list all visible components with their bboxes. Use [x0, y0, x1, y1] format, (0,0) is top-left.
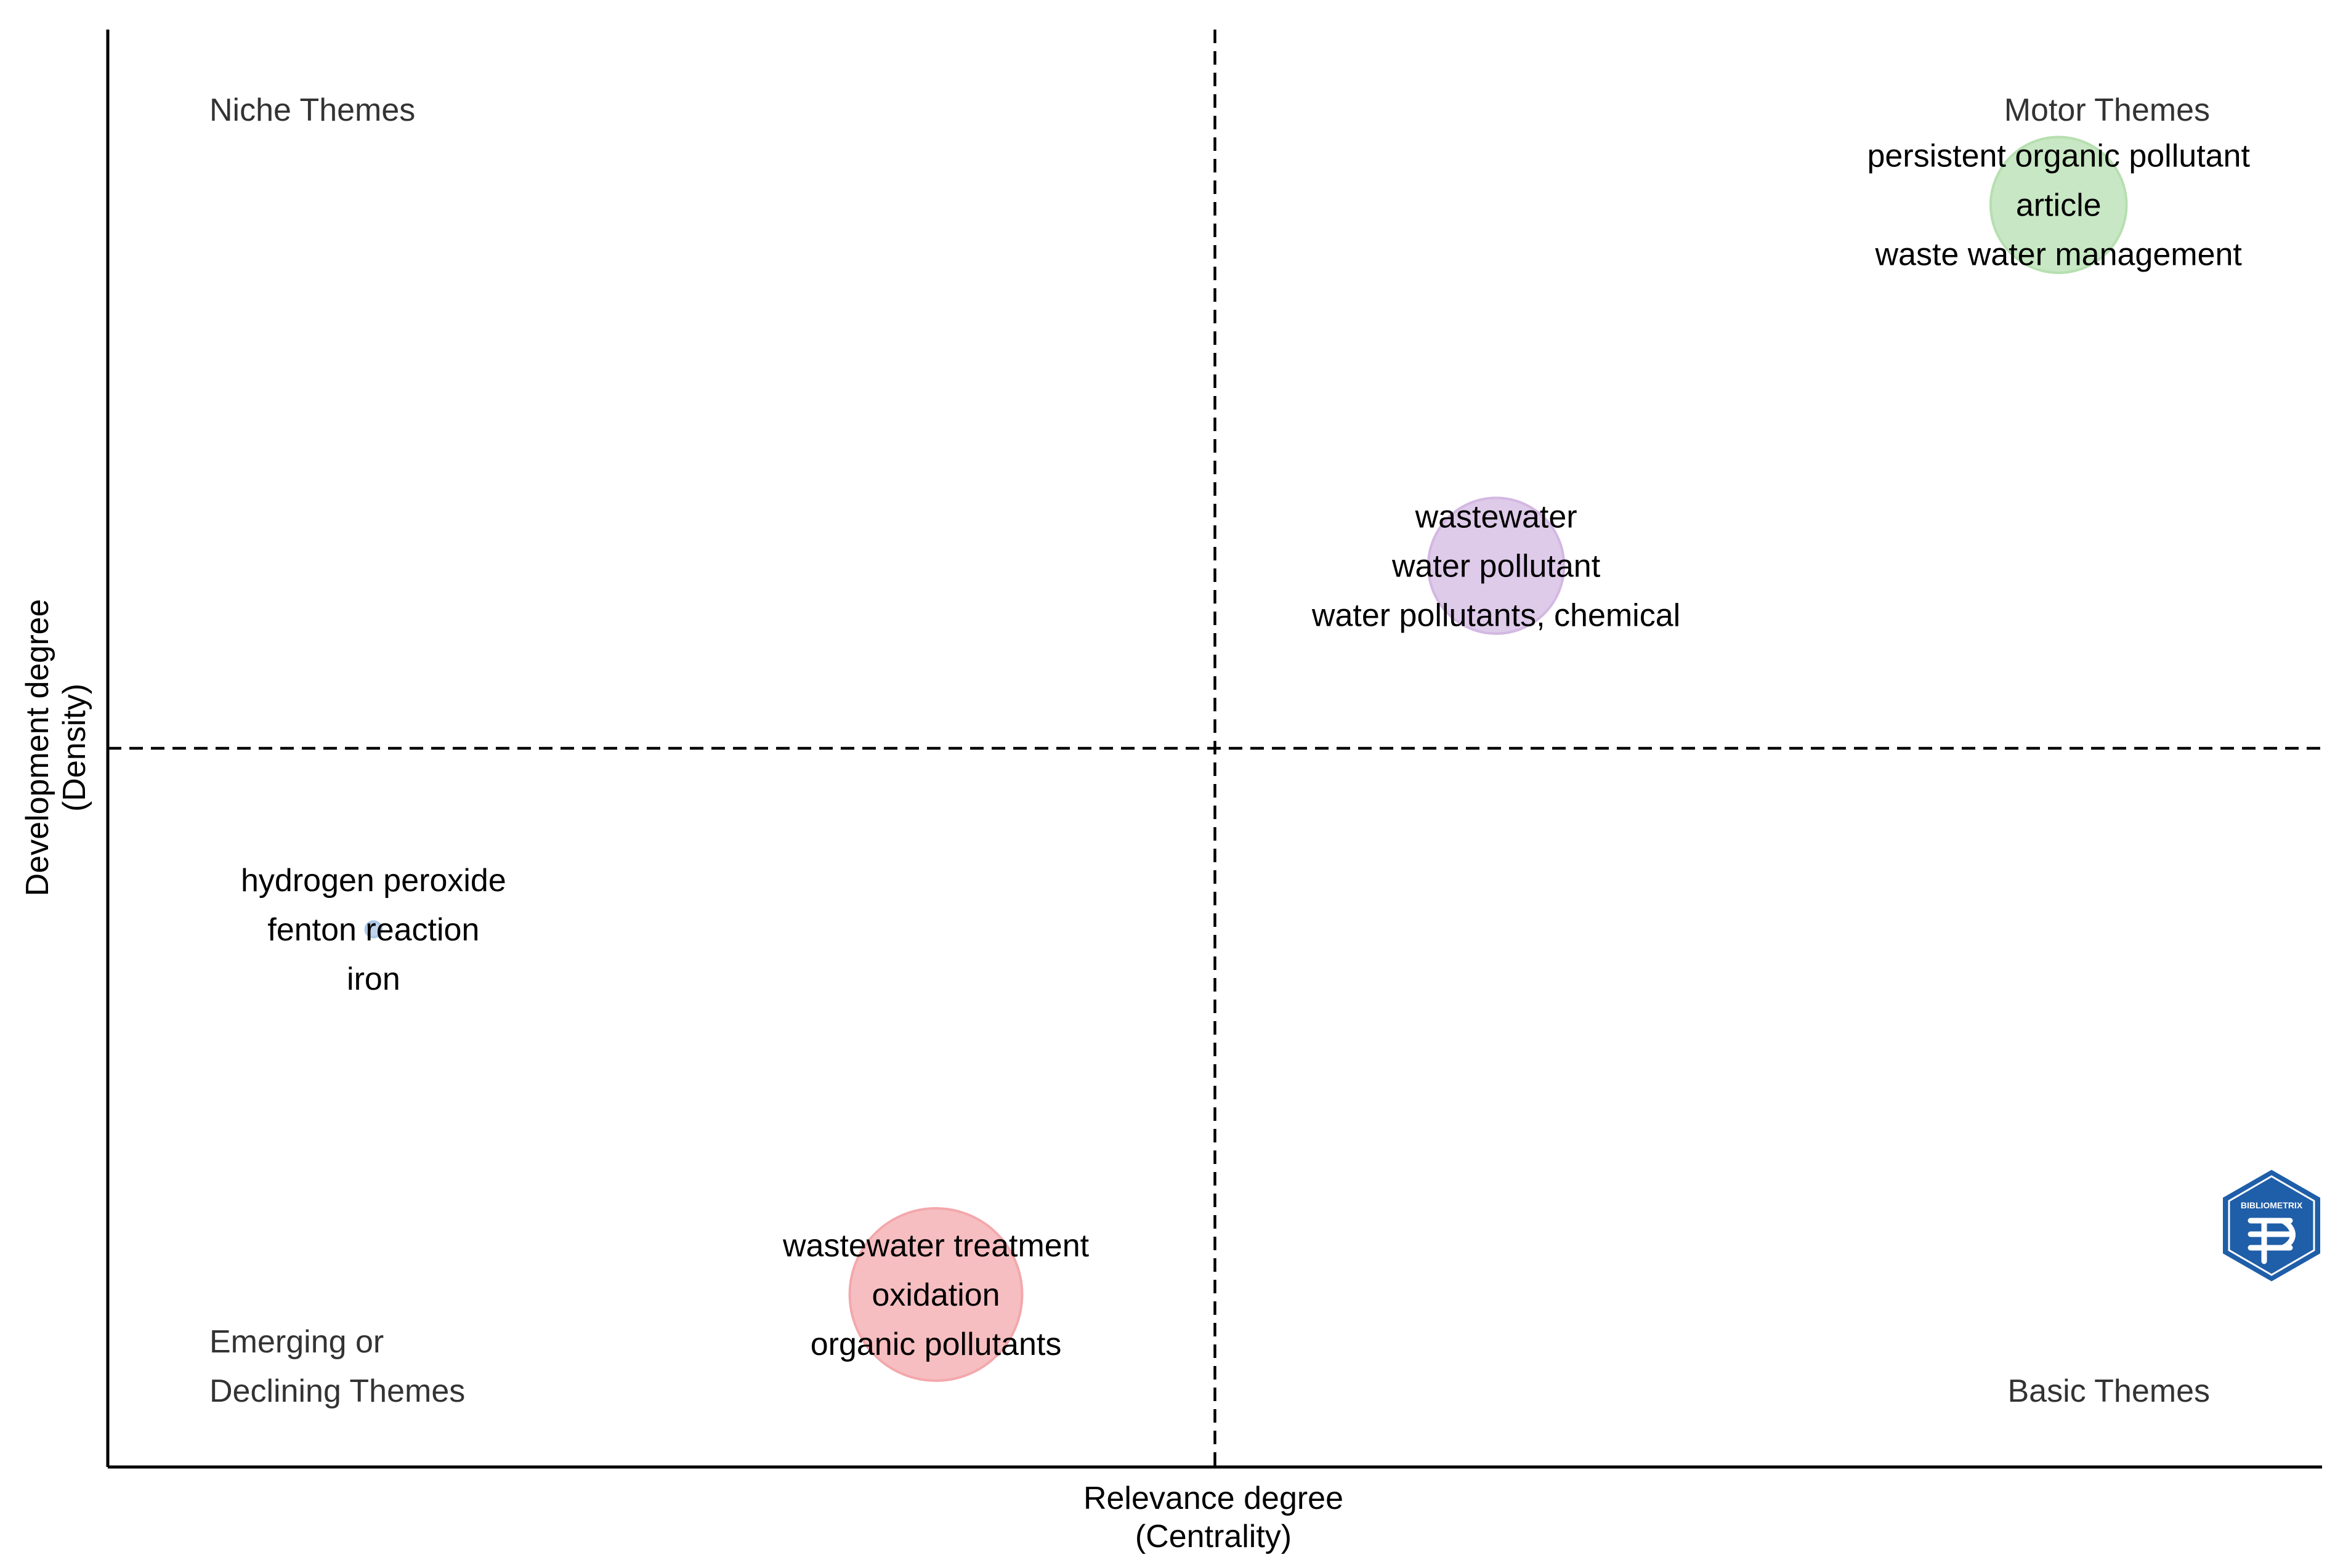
cluster-4-label-2: oxidation: [872, 1277, 1000, 1313]
cluster-bubble-4: [848, 1206, 1024, 1382]
x-axis-title-line-2: (Centrality): [1135, 1519, 1292, 1554]
y-axis-title-line-2: (Density): [57, 684, 92, 812]
cluster-2-label-1: wastewater: [1415, 499, 1577, 535]
cluster-bubble-3: [364, 920, 383, 939]
quadrant-label-basic-themes: Basic Themes: [2007, 1373, 2210, 1409]
cluster-3-label-2: fenton reaction: [267, 912, 479, 948]
cluster-bubble-1: [1989, 135, 2128, 274]
quadrant-label-niche-themes: Niche Themes: [209, 92, 415, 128]
logo-hexagon: [2219, 1165, 2324, 1286]
logo-hexagon-inner: [2228, 1175, 2315, 1276]
bibliometrix-logo: BIBLIOMETRIX: [2219, 1165, 2324, 1286]
cluster-3-label-1: hydrogen peroxide: [241, 863, 506, 899]
quadrant-label-emerging-line-2: Declining Themes: [209, 1373, 465, 1409]
cluster-4-label-3: organic pollutants: [811, 1327, 1062, 1362]
cluster-4-label-1: wastewater treatment: [782, 1228, 1090, 1264]
cluster-3-label-3: iron: [347, 961, 400, 997]
cluster-1-label-2: article: [2016, 188, 2102, 224]
clusters-layer: [364, 135, 2128, 1382]
cluster-1-label-1: persistent organic pollutant: [1867, 139, 2250, 174]
cluster-1-label-3: waste water management: [1874, 237, 2242, 273]
logo-text: BIBLIOMETRIX: [2241, 1200, 2303, 1210]
cluster-2-label-2: water pollutant: [1391, 549, 1601, 584]
quadrant-label-motor-themes: Motor Themes: [2004, 92, 2210, 128]
quadrant-label-emerging-line-1: Emerging or: [209, 1324, 384, 1360]
y-axis-title-line-1: Development degree: [20, 599, 55, 897]
x-axis-title-line-1: Relevance degree: [1083, 1481, 1343, 1516]
cluster-labels-layer: persistent organic pollutant article waste…: [241, 139, 2250, 1362]
logo-emblem: [2248, 1218, 2296, 1264]
cluster-2-label-3: water pollutants, chemical: [1311, 598, 1680, 634]
cluster-bubble-2: [1426, 496, 1566, 635]
